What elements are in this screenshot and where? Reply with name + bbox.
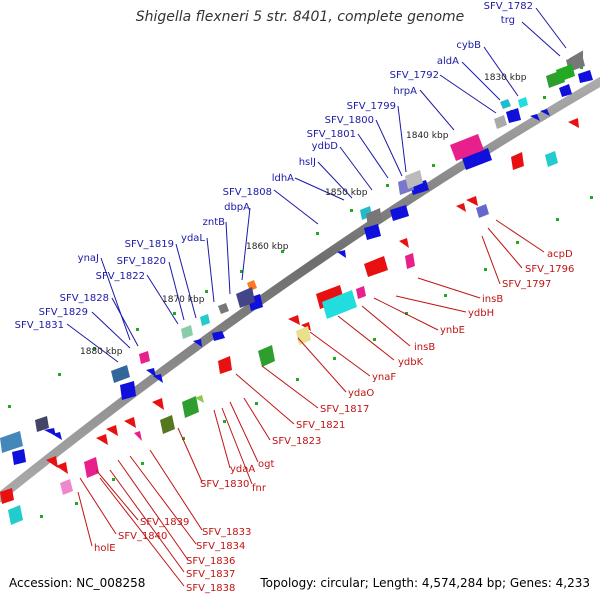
forward-gene-label-20: SFV_1828 (60, 293, 109, 304)
reverse-gene-label-19: SFV_1836 (186, 556, 235, 567)
forward-gene-label-10: hslJ (299, 157, 316, 168)
reverse-gene-label-20: SFV_1837 (186, 569, 235, 580)
forward-gene-label-12: SFV_1808 (223, 187, 272, 198)
reverse-gene-label-4: ydbH (468, 308, 494, 319)
reverse-label-leaders (77, 219, 545, 587)
reverse-genes (0, 118, 579, 504)
kbp-tick-label-2: 1850 kbp (325, 188, 368, 198)
reverse-gene-label-21: SFV_1838 (186, 583, 235, 594)
forward-genes (12, 70, 593, 465)
reverse-gene-boxes (8, 151, 558, 525)
forward-gene-label-17: SFV_1820 (117, 256, 166, 267)
forward-gene-label-11: ldhA (272, 173, 294, 184)
kbp-tick-label-5: 1880 kbp (80, 347, 123, 357)
tick-dots-inner (40, 196, 593, 518)
reverse-gene-label-14: ydaA (230, 464, 255, 475)
reverse-gene-label-17: SFV_1833 (202, 527, 251, 538)
reverse-gene-label-13: ogt (258, 459, 274, 470)
reverse-gene-label-1: SFV_1796 (525, 264, 574, 275)
map-title: Shigella flexneri 5 str. 8401, complete … (135, 9, 465, 25)
forward-gene-label-13: dbpA (224, 202, 250, 213)
forward-gene-label-22: SFV_1831 (15, 320, 64, 331)
reverse-gene-label-6: insB (414, 342, 435, 353)
reverse-gene-label-3: insB (482, 294, 503, 305)
forward-gene-label-2: cybB (456, 40, 481, 51)
reverse-gene-label-16: SFV_1830 (200, 479, 249, 490)
reverse-gene-label-7: ydbK (398, 357, 424, 368)
forward-gene-label-15: ydaL (181, 233, 205, 244)
reverse-gene-label-10: SFV_1817 (320, 404, 369, 415)
forward-gene-label-1: trg (501, 15, 515, 26)
forward-gene-label-6: SFV_1799 (347, 101, 396, 112)
forward-gene-label-19: ynaJ (78, 253, 99, 264)
forward-gene-label-7: SFV_1800 (325, 115, 374, 126)
genome-summary-text: Topology: circular; Length: 4,574,284 bp… (260, 576, 590, 590)
reverse-gene-label-22: SFV_1839 (140, 517, 189, 528)
kbp-tick-label-1: 1840 kbp (406, 131, 449, 141)
forward-gene-label-9: ydbD (312, 141, 339, 152)
reverse-gene-label-2: SFV_1797 (502, 279, 551, 290)
forward-label-leaders (66, 7, 567, 363)
forward-gene-label-0: SFV_1782 (484, 1, 533, 12)
reverse-gene-label-11: SFV_1821 (296, 420, 345, 431)
forward-gene-label-8: SFV_1801 (307, 129, 356, 140)
reverse-gene-label-9: ydaO (348, 388, 374, 399)
reverse-gene-label-23: SFV_1840 (118, 531, 167, 542)
kbp-tick-label-4: 1870 kbp (162, 295, 205, 305)
genome-backbone (0, 76, 600, 503)
forward-gene-label-16: SFV_1819 (125, 239, 174, 250)
reverse-gene-label-8: ynaF (372, 372, 396, 383)
reverse-gene-label-0: acpD (547, 249, 573, 260)
accession-text: Accession: NC_008258 (9, 576, 146, 590)
forward-gene-label-18: SFV_1822 (96, 271, 145, 282)
forward-gene-boxes (0, 50, 585, 453)
kbp-tick-label-3: 1860 kbp (246, 242, 289, 252)
forward-gene-label-5: hrpA (393, 86, 417, 97)
reverse-gene-label-15: fnr (252, 483, 267, 494)
reverse-gene-label-12: SFV_1823 (272, 436, 321, 447)
forward-gene-label-3: aldA (437, 56, 459, 67)
reverse-gene-label-18: SFV_1834 (196, 541, 245, 552)
reverse-gene-label-24: holE (94, 543, 116, 554)
forward-gene-label-21: SFV_1829 (39, 307, 88, 318)
kbp-tick-labels: 1830 kbp 1840 kbp 1850 kbp 1860 kbp 1870 kbp… (80, 73, 527, 357)
reverse-gene-label-5: ynbE (440, 325, 465, 336)
forward-gene-label-14: zntB (203, 217, 226, 228)
kbp-tick-label-0: 1830 kbp (484, 73, 527, 83)
forward-gene-label-4: SFV_1792 (390, 70, 439, 81)
